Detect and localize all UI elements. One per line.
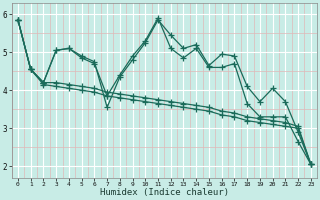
X-axis label: Humidex (Indice chaleur): Humidex (Indice chaleur) — [100, 188, 229, 197]
